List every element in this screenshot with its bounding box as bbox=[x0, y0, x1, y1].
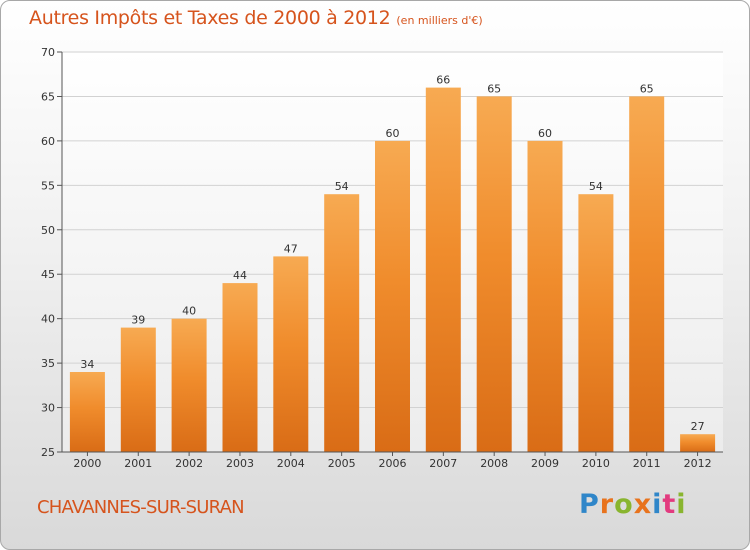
y-tick-label: 70 bbox=[41, 46, 55, 59]
bar bbox=[375, 140, 410, 452]
data-label: 44 bbox=[233, 269, 247, 282]
x-tick-label: 2001 bbox=[124, 457, 152, 470]
chart-title-text: Autres Impôts et Taxes de 2000 à 2012 bbox=[29, 7, 391, 29]
chart-title: Autres Impôts et Taxes de 2000 à 2012 (en… bbox=[29, 7, 483, 29]
x-tick-label: 2006 bbox=[379, 457, 407, 470]
bar bbox=[222, 283, 258, 452]
bar bbox=[324, 194, 360, 452]
y-axis: 25 30 35 40 45 50 55 60 65 70 bbox=[41, 46, 63, 459]
bars: 34 39 40 44 47 54 60 66 65 60 54 65 27 bbox=[69, 74, 716, 453]
data-label: 54 bbox=[335, 180, 349, 193]
x-tick-label: 2004 bbox=[277, 457, 305, 470]
bar bbox=[629, 96, 665, 453]
y-tick-label: 35 bbox=[41, 357, 55, 370]
bar bbox=[171, 318, 207, 452]
commune-name: CHAVANNES-SUR-SURAN bbox=[37, 497, 245, 518]
bar bbox=[680, 434, 716, 452]
data-label: 65 bbox=[487, 82, 501, 95]
logo-letter: x bbox=[633, 489, 653, 520]
data-label: 65 bbox=[640, 82, 654, 95]
x-tick-label: 2008 bbox=[480, 457, 508, 470]
data-label: 60 bbox=[386, 127, 400, 140]
y-tick-label: 45 bbox=[41, 268, 55, 281]
y-tick-label: 40 bbox=[41, 313, 55, 326]
bar bbox=[425, 87, 461, 452]
data-label: 66 bbox=[436, 74, 450, 87]
y-tick-label: 55 bbox=[41, 179, 55, 192]
x-tick-label: 2003 bbox=[226, 457, 254, 470]
proxiti-logo: Proxiti bbox=[579, 489, 687, 520]
x-tick-label: 2005 bbox=[328, 457, 356, 470]
data-label: 39 bbox=[131, 314, 145, 327]
chart-unit-label: (en milliers d'€) bbox=[396, 14, 483, 27]
x-tick-label: 2009 bbox=[531, 457, 559, 470]
y-tick-label: 25 bbox=[41, 446, 55, 459]
data-label: 60 bbox=[538, 127, 552, 140]
logo-letter: o bbox=[614, 489, 634, 520]
x-tick-label: 2007 bbox=[429, 457, 457, 470]
data-label: 54 bbox=[589, 180, 603, 193]
logo-letter: i bbox=[652, 489, 663, 520]
bar bbox=[527, 140, 563, 452]
x-tick-label: 2002 bbox=[175, 457, 203, 470]
y-tick-label: 30 bbox=[41, 402, 55, 415]
logo-letter: P bbox=[579, 489, 600, 520]
logo-letter: i bbox=[676, 489, 687, 520]
y-tick-label: 60 bbox=[41, 135, 55, 148]
x-tick-label: 2011 bbox=[633, 457, 661, 470]
y-tick-label: 65 bbox=[41, 90, 55, 103]
bar bbox=[69, 372, 105, 452]
x-tick-label: 2010 bbox=[582, 457, 610, 470]
bar bbox=[120, 327, 156, 452]
x-axis: 2000 2001 2002 2003 2004 2005 2006 2007 2008 2009… bbox=[62, 451, 723, 470]
data-label: 47 bbox=[284, 242, 298, 255]
x-tick-label: 2012 bbox=[684, 457, 712, 470]
logo-letter: r bbox=[599, 489, 615, 520]
bar bbox=[578, 194, 614, 452]
data-label: 40 bbox=[182, 305, 196, 318]
logo-letter: t bbox=[662, 489, 677, 520]
data-label: 27 bbox=[691, 420, 705, 433]
data-label: 34 bbox=[80, 358, 94, 371]
y-tick-label: 50 bbox=[41, 224, 55, 237]
x-tick-label: 2000 bbox=[73, 457, 101, 470]
bar bbox=[273, 256, 309, 452]
bar bbox=[476, 96, 512, 453]
